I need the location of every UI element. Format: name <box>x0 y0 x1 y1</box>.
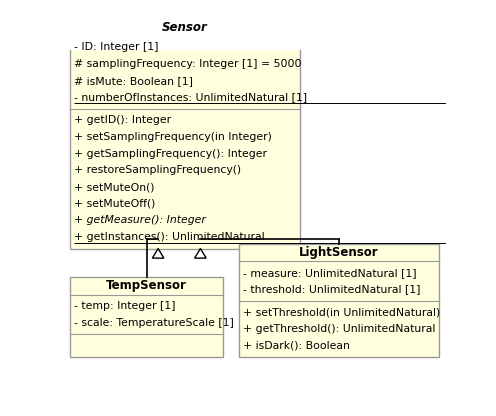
Polygon shape <box>152 248 164 258</box>
Text: - numberOfInstances: UnlimitedNatural [1]: - numberOfInstances: UnlimitedNatural [1… <box>73 92 307 102</box>
Text: TempSensor: TempSensor <box>106 279 187 292</box>
Text: + getThreshold(): UnlimitedNatural: + getThreshold(): UnlimitedNatural <box>243 324 435 334</box>
Text: + getSamplingFrequency(): Integer: + getSamplingFrequency(): Integer <box>73 149 266 158</box>
Text: + getID(): Integer: + getID(): Integer <box>73 115 171 125</box>
Text: # samplingFrequency: Integer [1] = 5000: # samplingFrequency: Integer [1] = 5000 <box>73 59 301 69</box>
Text: Sensor: Sensor <box>162 20 208 34</box>
Polygon shape <box>194 248 206 258</box>
Text: - scale: TemperatureScale [1]: - scale: TemperatureScale [1] <box>73 318 234 328</box>
Text: LightSensor: LightSensor <box>299 246 378 259</box>
Text: - threshold: UnlimitedNatural [1]: - threshold: UnlimitedNatural [1] <box>243 285 420 295</box>
Text: + setMuteOff(): + setMuteOff() <box>73 199 155 209</box>
Text: + getInstances(): UnlimitedNatural: + getInstances(): UnlimitedNatural <box>73 232 264 242</box>
Bar <box>69 18 301 248</box>
Text: # isMute: Boolean [1]: # isMute: Boolean [1] <box>73 76 192 86</box>
Bar <box>69 277 224 357</box>
Text: + getMeasure(): Integer: + getMeasure(): Integer <box>73 215 205 225</box>
Text: - measure: UnlimitedNatural [1]: - measure: UnlimitedNatural [1] <box>243 268 416 278</box>
Text: - temp: Integer [1]: - temp: Integer [1] <box>73 301 175 311</box>
Text: - ID: Integer [1]: - ID: Integer [1] <box>73 42 158 52</box>
Text: + setThreshold(in UnlimitedNatural): + setThreshold(in UnlimitedNatural) <box>243 307 440 317</box>
Text: + setSamplingFrequency(in Integer): + setSamplingFrequency(in Integer) <box>73 132 271 142</box>
Text: + setMuteOn(): + setMuteOn() <box>73 182 154 192</box>
Text: + isDark(): Boolean: + isDark(): Boolean <box>243 341 350 351</box>
Bar <box>239 244 439 357</box>
Text: + restoreSamplingFrequency(): + restoreSamplingFrequency() <box>73 166 241 176</box>
